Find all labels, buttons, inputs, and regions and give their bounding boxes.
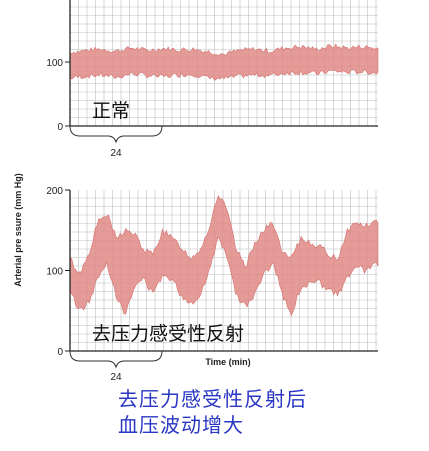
- x-axis-title: Time (min): [205, 357, 250, 367]
- caption: 去压力感受性反射后 血压波动增大: [118, 386, 307, 438]
- bottom-panel-label: 去压力感受性反射: [92, 323, 244, 345]
- y-tick-label: 0: [57, 347, 63, 358]
- bottom-y-ticks: 0 100 200: [46, 186, 70, 358]
- top-pressure-trace: [69, 43, 379, 81]
- bottom-pressure-trace: [69, 195, 379, 317]
- y-tick-label: 100: [46, 58, 63, 69]
- top-y-ticks: 0 100: [46, 58, 70, 133]
- top-axis: [69, 0, 378, 127]
- top-bracket: [69, 125, 163, 144]
- bottom-panel: 0 100 200 去压力感受性反射 24 Time (min): [46, 186, 379, 383]
- bottom-bracket: [69, 350, 163, 369]
- top-bracket-label: 24: [110, 148, 122, 159]
- bottom-bracket-label: 24: [110, 372, 122, 383]
- caption-line-1: 去压力感受性反射后: [118, 387, 307, 411]
- top-panel: 0 100 正常 24: [46, 0, 379, 159]
- y-axis-title: Arterial pre ssure (mm Hg): [13, 173, 23, 287]
- caption-line-2: 血压波动增大: [118, 413, 244, 437]
- y-tick-label: 0: [57, 122, 63, 133]
- y-tick-label: 100: [46, 267, 63, 278]
- top-panel-label: 正常: [92, 100, 130, 122]
- y-tick-label: 200: [46, 186, 63, 197]
